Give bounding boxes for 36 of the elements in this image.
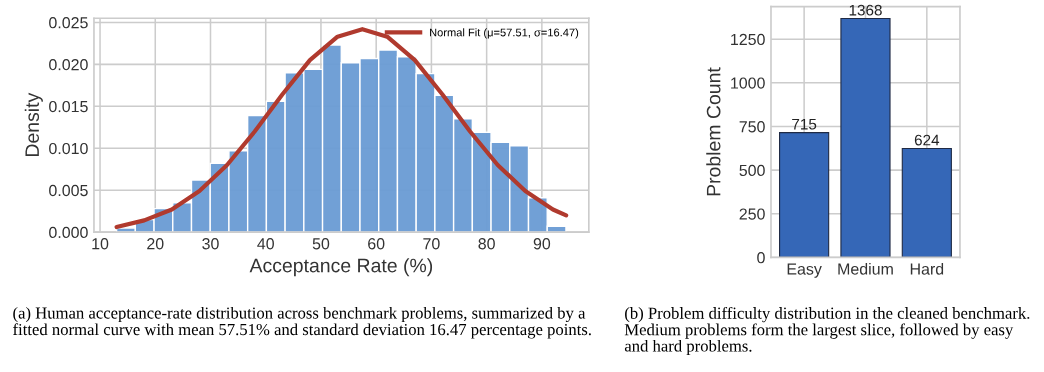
x-tick-label: 90 <box>533 238 551 250</box>
x-tick-label: 70 <box>423 238 440 250</box>
x-tick-label: 20 <box>147 238 164 250</box>
x-tick-label: 60 <box>368 238 385 250</box>
x-tick-label: Hard <box>910 262 944 275</box>
bar <box>840 18 891 258</box>
x-tick-label: 80 <box>478 238 495 250</box>
text: (b) Problem difficulty distribution in the cleaned benchmark. Medium problems form the largest slice, followed by easy and hard problems. <box>624 306 1030 356</box>
data-label: 1368 <box>849 4 882 16</box>
y-tick-label: 0.005 <box>49 184 88 197</box>
bar <box>779 132 830 258</box>
data-label: 715 <box>792 118 817 130</box>
legend-label: Normal Fit (μ=57.51, σ=16.47) <box>429 28 579 39</box>
x-tick-label: 30 <box>202 238 219 250</box>
y-tick-label: 0.020 <box>49 59 88 71</box>
y-tick-label: 0.015 <box>49 100 88 113</box>
y-tick-label: 0.000 <box>49 226 88 239</box>
bar <box>901 147 952 258</box>
y-tick-label: 500 <box>739 164 765 177</box>
y-tick-label: 1000 <box>731 77 765 89</box>
x-tick-label: Medium <box>838 262 893 275</box>
y-tick-label: 0.010 <box>49 142 88 155</box>
x-tick-label: 10 <box>92 238 109 250</box>
x-tick-label: Easy <box>787 263 822 278</box>
y-axis-title: Density <box>24 92 43 156</box>
x-tick-label: 50 <box>312 238 330 250</box>
y-tick-label: 250 <box>739 208 765 220</box>
y-tick-label: 750 <box>739 121 765 133</box>
text: (a) Human acceptance-rate distribution across benchmark problems, summarized by a fitted normal curve with mean 57.51% and standard deviation 16.47 percentage points. <box>13 306 591 339</box>
y-tick-label: 1250 <box>731 33 765 46</box>
x-axis-title: Acceptance Rate (%) <box>249 258 433 277</box>
y-axis-title: Problem Count <box>706 67 721 196</box>
y-tick-label: 0.025 <box>49 17 88 29</box>
y-tick-label: 0 <box>757 252 765 264</box>
x-tick-label: 40 <box>257 238 274 250</box>
data-label: 624 <box>914 134 940 146</box>
